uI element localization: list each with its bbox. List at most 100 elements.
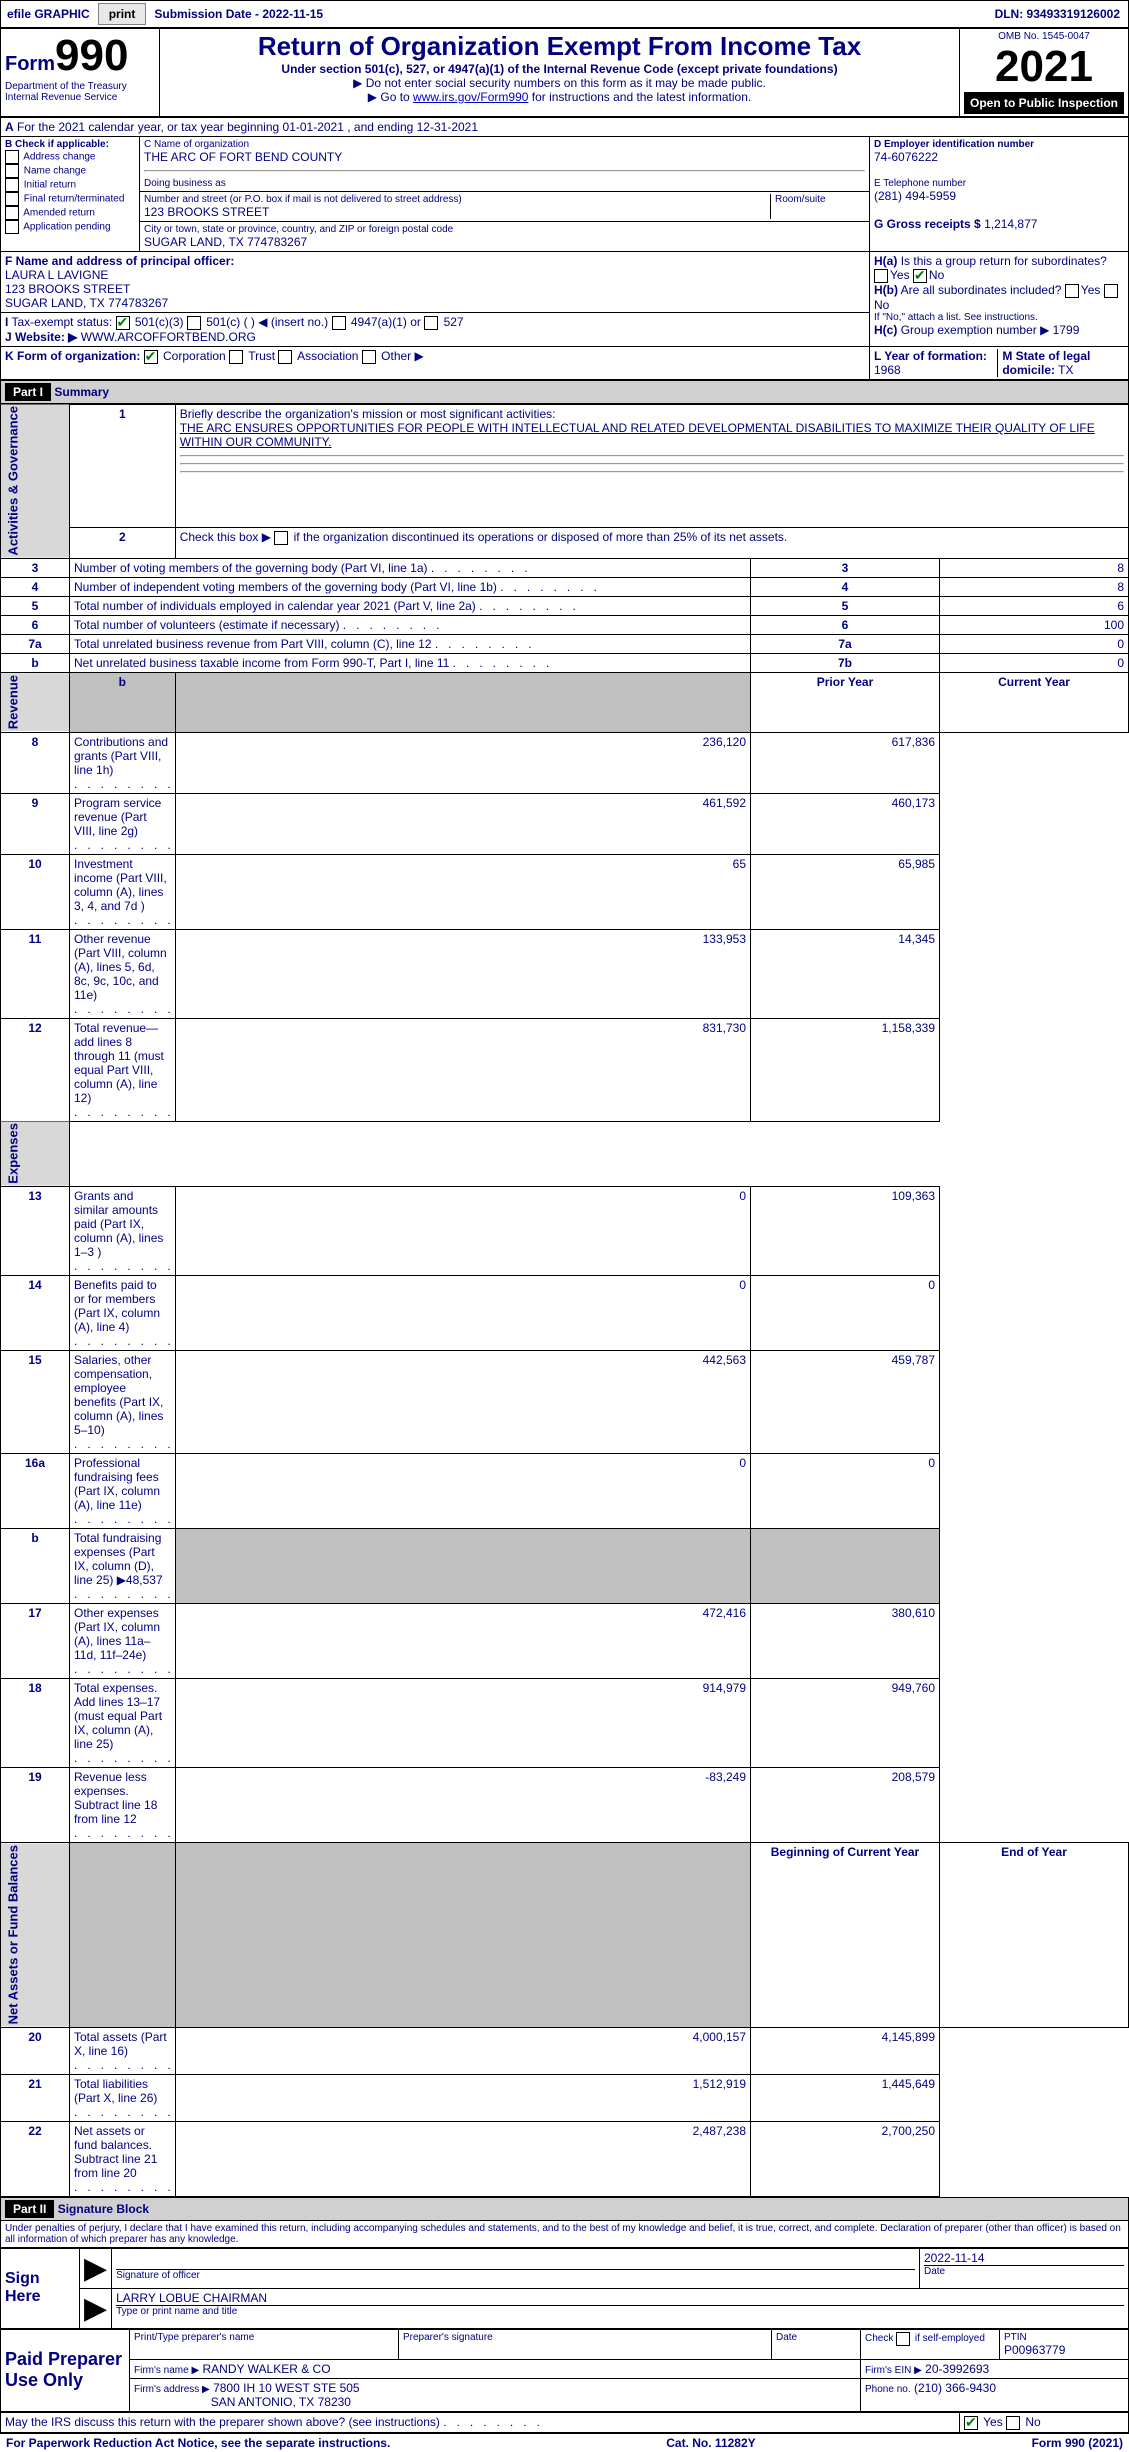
sign-here-label: Sign Here (1, 2248, 80, 2328)
hb-yes-checkbox[interactable] (1065, 284, 1079, 298)
part1-header: Part I (5, 383, 51, 401)
firm-addr-label: Firm's address ▶ (134, 2384, 210, 2395)
trust-checkbox[interactable] (229, 350, 243, 364)
discuss-yes-checkbox[interactable] (964, 2416, 978, 2430)
ptin-label: PTIN (1004, 2332, 1124, 2343)
paid-preparer-label: Paid Preparer Use Only (1, 2329, 130, 2411)
h-b-note: If "No," attach a list. See instructions… (874, 312, 1124, 323)
discuss-text: May the IRS discuss this return with the… (5, 2415, 540, 2429)
website: WWW.ARCOFFORTBEND.ORG (81, 330, 256, 344)
city-state-zip: SUGAR LAND, TX 774783267 (144, 235, 865, 249)
ag-label: Activities & Governance (1, 404, 70, 559)
open-inspection: Open to Public Inspection (964, 92, 1124, 114)
exp-label: Expenses (1, 1121, 70, 1187)
dln: DLN: 93493319126002 (995, 7, 1128, 21)
omb-number: OMB No. 1545-0047 (964, 31, 1124, 42)
firm-name-label: Firm's name ▶ (134, 2365, 199, 2376)
discuss-no-checkbox[interactable] (1006, 2416, 1020, 2430)
h-b-text: Are all subordinates included? (901, 283, 1062, 297)
boxb-checkbox[interactable] (5, 150, 19, 164)
firm-ein: 20-3992693 (925, 2362, 989, 2376)
sig-officer-label: Signature of officer (116, 2270, 915, 2281)
officer-addr2: SUGAR LAND, TX 774783267 (5, 296, 168, 310)
room-label: Room/suite (775, 194, 865, 205)
boxb-checkbox[interactable] (5, 220, 19, 234)
efile-label: efile GRAPHIC (1, 7, 96, 21)
tax-year: 2021 (964, 42, 1124, 92)
527-checkbox[interactable] (424, 316, 438, 330)
4947-checkbox[interactable] (332, 316, 346, 330)
mission-text: THE ARC ENSURES OPPORTUNITIES FOR PEOPLE… (180, 421, 1095, 449)
dept-treasury: Department of the Treasury (5, 81, 155, 92)
telephone: (281) 494-5959 (874, 189, 1124, 203)
hb-no-checkbox[interactable] (1104, 284, 1118, 298)
sig-arrow-icon-2: ▶ (84, 2292, 107, 2325)
boxb-checkbox[interactable] (5, 206, 19, 220)
501c3-checkbox[interactable] (116, 316, 130, 330)
part2-title: Signature Block (58, 2202, 149, 2216)
boxb-checkbox[interactable] (5, 192, 19, 206)
dba-label: Doing business as (144, 178, 865, 189)
form-header: Form990 Department of the Treasury Inter… (0, 28, 1129, 117)
print-button[interactable]: print (98, 3, 147, 25)
box-k-label: K Form of organization: (5, 349, 140, 363)
h-a-text: Is this a group return for subordinates? (901, 254, 1107, 268)
self-emp-checkbox[interactable] (896, 2332, 910, 2346)
ptin: P00963779 (1004, 2343, 1124, 2357)
boxb-checkbox[interactable] (5, 164, 19, 178)
preparer-date-label: Date (776, 2332, 856, 2343)
sig-arrow-icon: ▶ (84, 2252, 107, 2285)
sig-date-label: Date (924, 2266, 1124, 2277)
line1-label: Briefly describe the organization's miss… (180, 407, 556, 421)
officer-addr1: 123 BROOKS STREET (5, 282, 130, 296)
irs-link[interactable]: www.irs.gov/Form990 (413, 90, 528, 104)
ha-yes-checkbox[interactable] (874, 269, 888, 283)
corp-checkbox[interactable] (144, 350, 158, 364)
page-footer: For Paperwork Reduction Act Notice, see … (0, 2433, 1129, 2452)
other-checkbox[interactable] (362, 350, 376, 364)
box-l-label: L Year of formation: (874, 349, 987, 363)
firm-ein-label: Firm's EIN ▶ (865, 2365, 922, 2376)
firm-phone: (210) 366-9430 (914, 2381, 996, 2395)
officer-name: LAURA L LAVIGNE (5, 268, 108, 282)
assoc-checkbox[interactable] (278, 350, 292, 364)
boy-header: Beginning of Current Year (751, 1843, 940, 2027)
box-d-label: D Employer identification number (874, 139, 1034, 150)
type-name-label: Type or print name and title (116, 2306, 1124, 2317)
line2-checkbox[interactable] (274, 531, 288, 545)
officer-typed-name: LARRY LOBUE CHAIRMAN (116, 2291, 1124, 2306)
box-f-label: F Name and address of principal officer: (5, 254, 234, 268)
form-subtitle: Under section 501(c), 527, or 4947(a)(1)… (164, 62, 955, 76)
box-e-label: E Telephone number (874, 178, 1124, 189)
firm-phone-label: Phone no. (865, 2384, 911, 2395)
box-b-label: B Check if applicable: (5, 139, 109, 150)
rev-label: Revenue (1, 673, 70, 732)
footer-right: Form 990 (2021) (1032, 2436, 1123, 2450)
org-name: THE ARC OF FORT BEND COUNTY (144, 150, 865, 164)
firm-addr1: 7800 IH 10 WEST STE 505 (213, 2381, 360, 2395)
part2-header: Part II (5, 2200, 54, 2218)
tax-status-label: Tax-exempt status: (11, 315, 112, 329)
preparer-sig-label: Preparer's signature (403, 2332, 767, 2343)
boxb-checkbox[interactable] (5, 178, 19, 192)
period-line: For the 2021 calendar year, or tax year … (17, 120, 478, 134)
self-emp-label: Check if self-employed (865, 2333, 985, 2344)
h-c-text: Group exemption number ▶ (901, 323, 1050, 337)
form-note2: ▶ Go to www.irs.gov/Form990 for instruct… (164, 90, 955, 104)
addr-label: Number and street (or P.O. box if mail i… (144, 194, 770, 205)
line2-text: Check this box ▶ if the organization dis… (180, 530, 788, 544)
current-year-header: Current Year (940, 673, 1129, 732)
declaration-text: Under penalties of perjury, I declare th… (0, 2221, 1129, 2248)
box-g-label: G Gross receipts $ (874, 217, 981, 231)
form-note1: Do not enter social security numbers on … (164, 76, 955, 90)
ha-no-checkbox[interactable] (913, 269, 927, 283)
sig-date: 2022-11-14 (924, 2251, 1124, 2266)
website-label: Website: ▶ (15, 330, 77, 344)
firm-name: RANDY WALKER & CO (203, 2362, 331, 2376)
street-address: 123 BROOKS STREET (144, 205, 770, 219)
prior-year-header: Prior Year (751, 673, 940, 732)
city-label: City or town, state or province, country… (144, 224, 865, 235)
501c-checkbox[interactable] (187, 316, 201, 330)
firm-addr2: SAN ANTONIO, TX 78230 (211, 2395, 351, 2409)
footer-left: For Paperwork Reduction Act Notice, see … (6, 2436, 390, 2450)
